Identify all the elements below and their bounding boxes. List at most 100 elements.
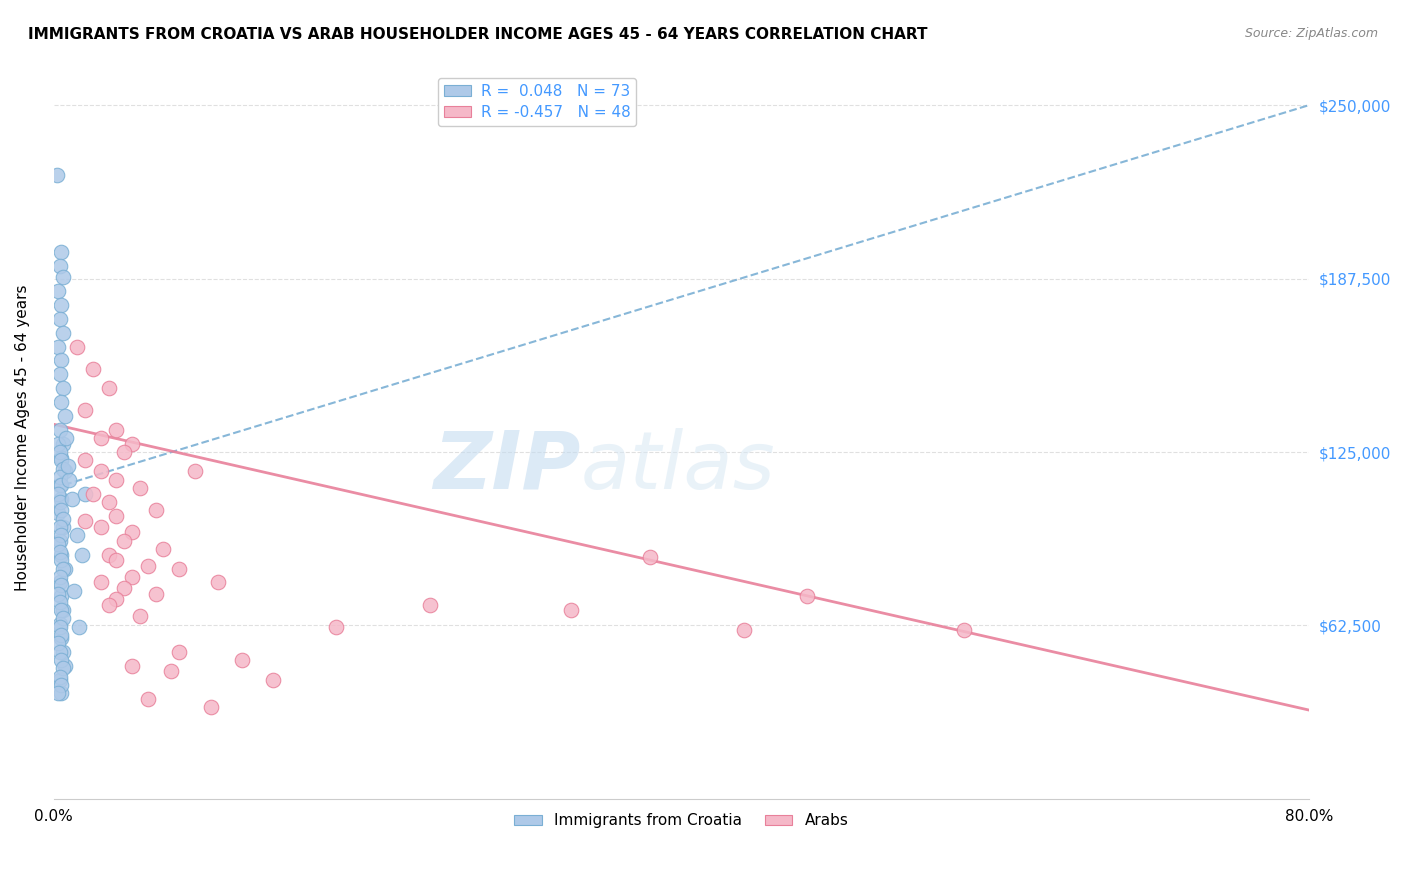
Point	[49, 570, 72, 584]
Text: Source: ZipAtlas.com: Source: ZipAtlas.com	[1244, 27, 1378, 40]
Point	[56, 458, 79, 473]
Point	[112, 445, 135, 459]
Point	[52, 561, 75, 575]
Point	[49, 470, 72, 484]
Point	[51, 395, 73, 409]
Point	[53, 561, 76, 575]
Y-axis label: Householder Income Ages 45 - 64 years: Householder Income Ages 45 - 64 years	[15, 285, 30, 591]
Point	[73, 514, 96, 528]
Point	[51, 628, 73, 642]
Point	[63, 583, 86, 598]
Point	[90, 431, 112, 445]
Point	[51, 453, 73, 467]
Point	[46, 436, 69, 450]
Point	[51, 653, 73, 667]
Point	[46, 636, 69, 650]
Point	[49, 670, 72, 684]
Point	[67, 620, 90, 634]
Point	[49, 673, 72, 687]
Point	[46, 686, 69, 700]
Text: atlas: atlas	[581, 428, 776, 506]
Point	[160, 664, 183, 678]
Point	[49, 520, 72, 534]
Point	[51, 686, 73, 700]
Point	[46, 340, 69, 354]
Point	[51, 528, 73, 542]
Point	[73, 453, 96, 467]
Point	[112, 533, 135, 548]
Point	[46, 284, 69, 298]
Point	[207, 575, 229, 590]
Point	[46, 506, 69, 520]
Point	[49, 311, 72, 326]
Point	[419, 598, 441, 612]
Point	[52, 381, 75, 395]
Point	[136, 558, 159, 573]
Point	[105, 473, 128, 487]
Point	[121, 525, 143, 540]
Point	[51, 578, 73, 592]
Point	[51, 548, 73, 562]
Point	[49, 595, 72, 609]
Point	[796, 589, 818, 603]
Point	[231, 653, 253, 667]
Point	[90, 520, 112, 534]
Point	[51, 503, 73, 517]
Point	[70, 548, 93, 562]
Point	[52, 326, 75, 340]
Point	[49, 617, 72, 632]
Point	[733, 623, 755, 637]
Point	[62, 492, 84, 507]
Point	[66, 528, 89, 542]
Point	[58, 473, 80, 487]
Point	[46, 536, 69, 550]
Point	[73, 486, 96, 500]
Point	[52, 270, 75, 285]
Point	[49, 645, 72, 659]
Point	[112, 581, 135, 595]
Point	[51, 492, 73, 507]
Point	[167, 645, 190, 659]
Point	[49, 575, 72, 590]
Point	[90, 465, 112, 479]
Point	[49, 620, 72, 634]
Point	[51, 298, 73, 312]
Point	[52, 661, 75, 675]
Point	[52, 645, 75, 659]
Point	[145, 586, 167, 600]
Text: ZIP: ZIP	[433, 428, 581, 506]
Point	[167, 561, 190, 575]
Point	[952, 623, 974, 637]
Point	[52, 603, 75, 617]
Point	[55, 431, 77, 445]
Point	[121, 658, 143, 673]
Point	[49, 495, 72, 509]
Point	[52, 436, 75, 450]
Point	[49, 423, 72, 437]
Point	[45, 168, 67, 182]
Point	[51, 245, 73, 260]
Point	[105, 508, 128, 523]
Point	[52, 461, 75, 475]
Point	[49, 259, 72, 273]
Point	[145, 503, 167, 517]
Point	[121, 436, 143, 450]
Point	[97, 495, 120, 509]
Point	[129, 608, 152, 623]
Point	[52, 611, 75, 625]
Point	[638, 550, 661, 565]
Point	[105, 592, 128, 607]
Point	[66, 340, 89, 354]
Point	[46, 486, 69, 500]
Point	[97, 381, 120, 395]
Point	[82, 486, 104, 500]
Point	[105, 553, 128, 567]
Text: IMMIGRANTS FROM CROATIA VS ARAB HOUSEHOLDER INCOME AGES 45 - 64 YEARS CORRELATIO: IMMIGRANTS FROM CROATIA VS ARAB HOUSEHOL…	[28, 27, 928, 42]
Point	[51, 450, 73, 465]
Point	[262, 673, 284, 687]
Point	[49, 478, 72, 492]
Point	[51, 553, 73, 567]
Point	[105, 423, 128, 437]
Point	[53, 658, 76, 673]
Point	[52, 520, 75, 534]
